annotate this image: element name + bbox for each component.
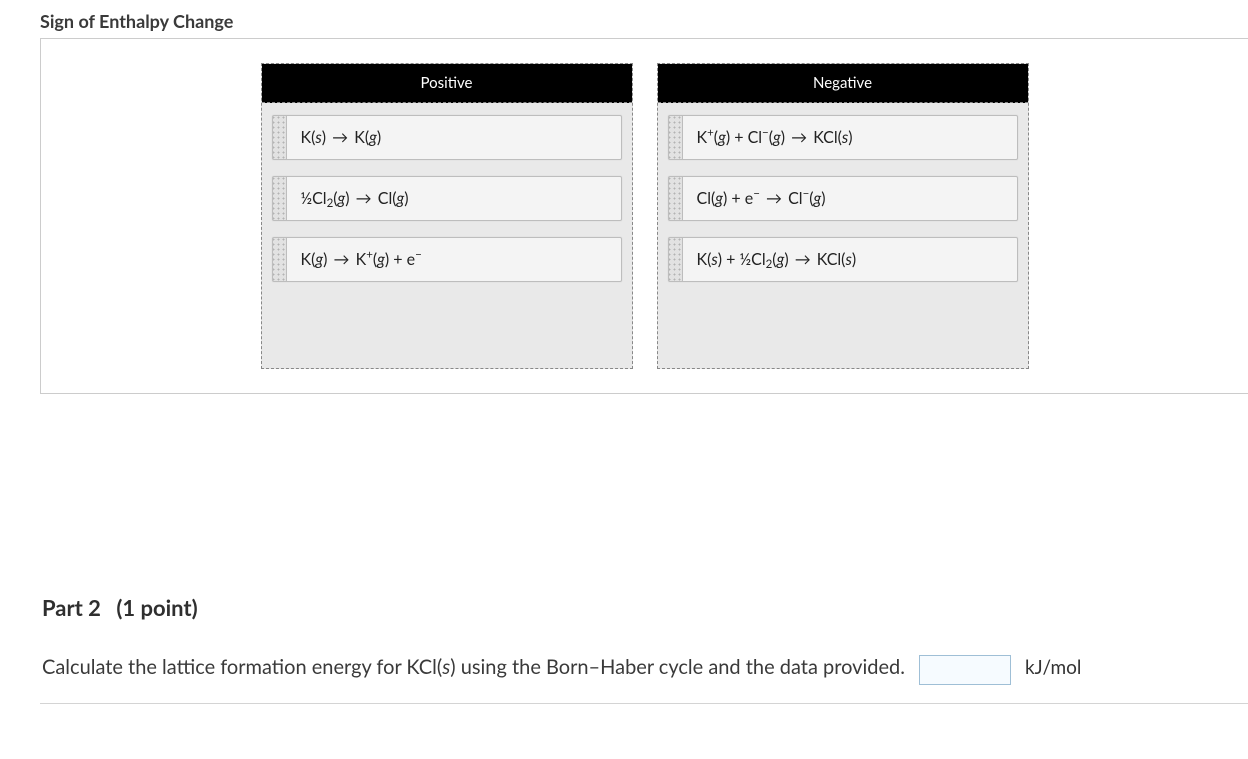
- drag-handle-icon[interactable]: [669, 116, 683, 159]
- section-title: Sign of Enthalpy Change: [0, 0, 1248, 38]
- equation-card[interactable]: Cl(g) + e− → Cl−(g): [668, 176, 1018, 221]
- equation-card[interactable]: K(g) → K+(g) + e−: [272, 237, 622, 282]
- drag-handle-icon[interactable]: [273, 116, 287, 159]
- part2-heading: Part 2 (1 point): [42, 594, 1248, 621]
- equation-card[interactable]: K(s) + ½Cl2(g) → KCl(s): [668, 237, 1018, 282]
- drag-handle-icon[interactable]: [273, 238, 287, 281]
- answer-input[interactable]: [919, 655, 1011, 685]
- equation-card[interactable]: ½Cl2(g) → Cl(g): [272, 176, 622, 221]
- part2-points: (1 point): [116, 594, 197, 621]
- categorize-panel: Positive K(s) → K(g) ½Cl2(g) → Cl(g) K(g…: [40, 38, 1248, 394]
- equation-text: K+(g) + Cl−(g) → KCl(s): [683, 116, 867, 159]
- part2-label: Part 2: [42, 594, 101, 621]
- equation-card[interactable]: K+(g) + Cl−(g) → KCl(s): [668, 115, 1018, 160]
- bins-row: Positive K(s) → K(g) ½Cl2(g) → Cl(g) K(g…: [65, 63, 1224, 369]
- positive-bin-body[interactable]: K(s) → K(g) ½Cl2(g) → Cl(g) K(g) → K+(g)…: [262, 103, 632, 368]
- part2-section: Part 2 (1 point) Calculate the lattice f…: [0, 594, 1248, 703]
- equation-card[interactable]: K(s) → K(g): [272, 115, 622, 160]
- drag-handle-icon[interactable]: [669, 238, 683, 281]
- equation-text: K(s) → K(g): [287, 116, 396, 159]
- negative-bin[interactable]: Negative K+(g) + Cl−(g) → KCl(s) Cl(g) +…: [657, 63, 1029, 369]
- equation-text: ½Cl2(g) → Cl(g): [287, 177, 423, 220]
- equation-text: K(g) → K+(g) + e−: [287, 238, 436, 281]
- negative-bin-body[interactable]: K+(g) + Cl−(g) → KCl(s) Cl(g) + e− → Cl−…: [658, 103, 1028, 368]
- drag-handle-icon[interactable]: [273, 177, 287, 220]
- positive-bin-header: Positive: [262, 64, 632, 103]
- answer-unit: kJ/mol: [1025, 656, 1081, 679]
- negative-bin-header: Negative: [658, 64, 1028, 103]
- divider: [40, 703, 1248, 704]
- drag-handle-icon[interactable]: [669, 177, 683, 220]
- question-row: Calculate the lattice formation energy f…: [42, 655, 1248, 703]
- equation-text: Cl(g) + e− → Cl−(g): [683, 177, 840, 220]
- equation-text: K(s) + ½Cl2(g) → KCl(s): [683, 238, 871, 281]
- question-prompt: Calculate the lattice formation energy f…: [42, 655, 905, 679]
- positive-bin[interactable]: Positive K(s) → K(g) ½Cl2(g) → Cl(g) K(g…: [261, 63, 633, 369]
